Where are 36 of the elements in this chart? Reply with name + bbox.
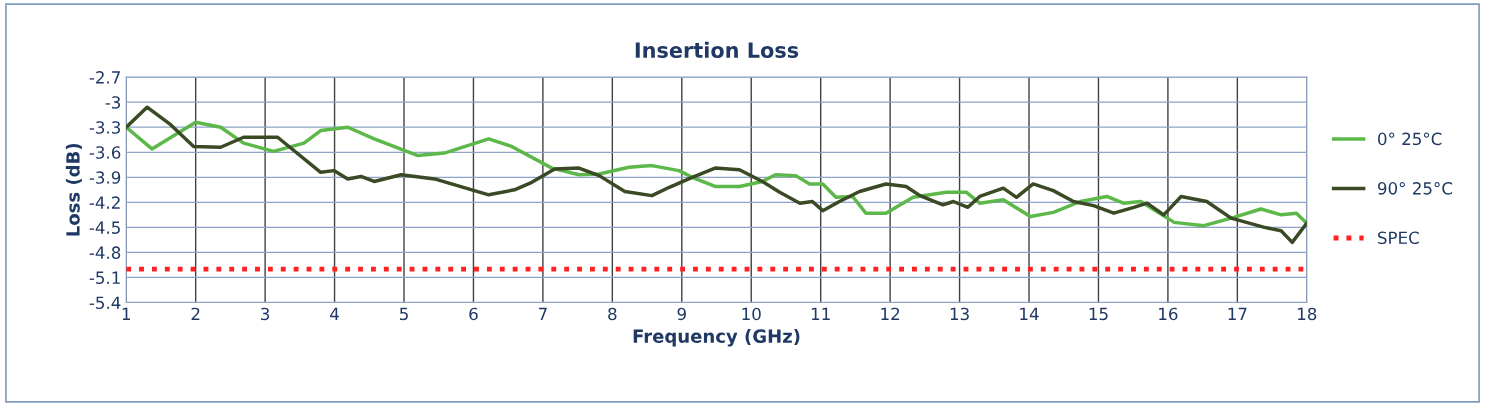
- y-tick-label: -4.8: [89, 246, 121, 259]
- legend-label: SPEC: [1378, 231, 1419, 245]
- chart-title: Insertion Loss: [635, 41, 799, 58]
- x-tick-label: 3: [261, 307, 270, 321]
- x-tick-label: 15: [1089, 307, 1108, 321]
- y-tick-label: -5.4: [89, 296, 121, 310]
- x-tick-label: 10: [742, 307, 761, 321]
- y-tick-label: -5.1: [89, 271, 120, 284]
- y-tick-label: -3.9: [89, 171, 121, 184]
- x-tick-label: 18: [1298, 307, 1317, 321]
- line-series: [126, 120, 1307, 228]
- x-axis-title: Frequency (GHz): [633, 329, 800, 347]
- x-tick-label: 1: [122, 307, 130, 320]
- y-tick-label: -3.3: [89, 121, 121, 134]
- x-tick-label: 2: [191, 307, 200, 320]
- x-tick-label: 4: [330, 307, 339, 320]
- x-tick-label: 8: [608, 307, 617, 321]
- y-tick-label: -4.5: [89, 221, 120, 234]
- x-tick-label: 5: [399, 307, 408, 321]
- legend-label: 0° 25°C: [1378, 132, 1442, 146]
- x-tick-label: 9: [677, 307, 686, 321]
- x-tick-label: 16: [1159, 307, 1178, 321]
- x-tick-label: 13: [950, 307, 969, 321]
- y-axis-title: Loss (dB): [65, 143, 82, 236]
- x-tick-label: 11: [811, 307, 830, 320]
- x-tick-label: 14: [1020, 307, 1039, 320]
- x-tick-label: 17: [1228, 307, 1247, 320]
- x-tick-label: 7: [538, 307, 547, 320]
- x-tick-label: 12: [881, 307, 900, 320]
- y-tick-label: -4.2: [89, 196, 120, 209]
- legend-label: 90° 25°C: [1377, 182, 1453, 195]
- y-tick-label: -3.6: [89, 146, 121, 159]
- line-series: [126, 105, 1307, 245]
- y-tick-label: -3: [105, 96, 121, 109]
- x-tick-label: 6: [469, 307, 478, 321]
- y-tick-label: -2.7: [89, 71, 120, 84]
